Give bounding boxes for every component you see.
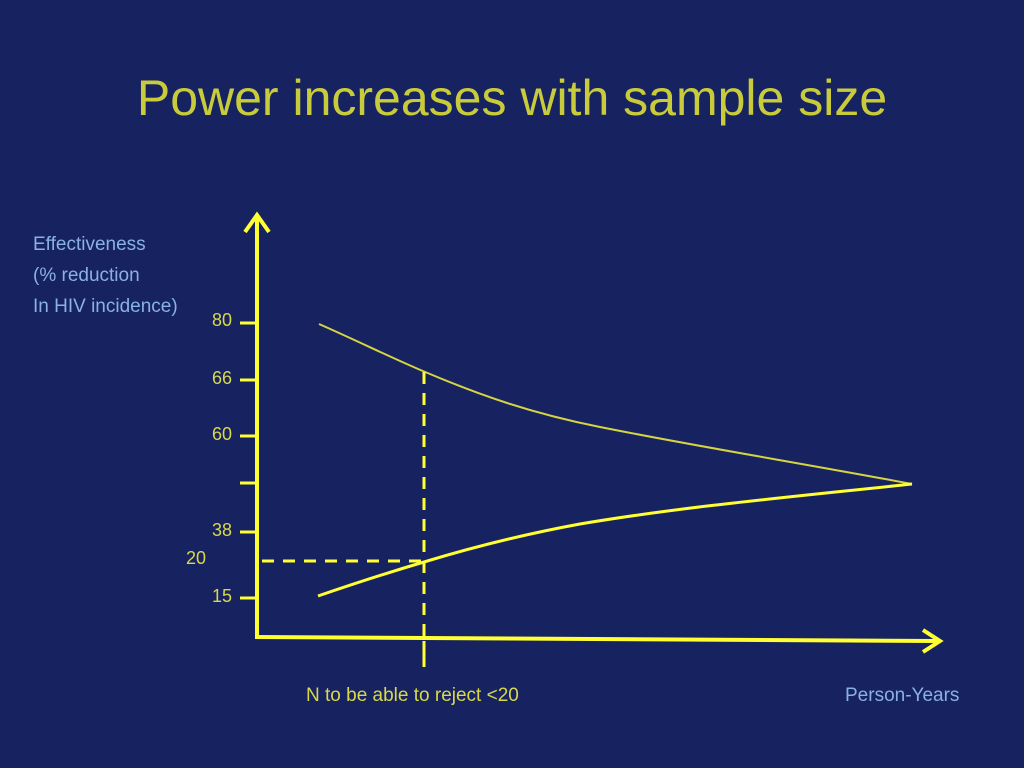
y-axis-label-line-1: Effectiveness	[33, 234, 146, 255]
upper-confidence-curve	[318, 323, 913, 485]
y-tick-38: 38	[211, 520, 232, 540]
y-axis-label: Effectiveness (% reduction In HIV incide…	[33, 229, 178, 322]
y-tick-66: 66	[211, 368, 232, 388]
x-axis-line	[254, 635, 939, 643]
y-tick-20: 20	[185, 548, 206, 568]
y-axis-label-line-3: In HIV incidence)	[33, 296, 178, 317]
y-tick-80: 80	[211, 310, 232, 330]
y-axis-label-line-2: (% reduction	[33, 265, 140, 286]
x-marker-label: N to be able to reject <20	[306, 685, 519, 706]
y-tick-15: 15	[211, 586, 232, 606]
y-axis-arrowhead	[243, 211, 271, 234]
lower-confidence-curve	[317, 482, 913, 598]
y-tick-60: 60	[211, 424, 232, 444]
x-axis-arrowhead	[921, 628, 944, 654]
x-axis-name: Person-Years	[845, 685, 960, 706]
slide-title: Power increases with sample size	[136, 70, 888, 126]
